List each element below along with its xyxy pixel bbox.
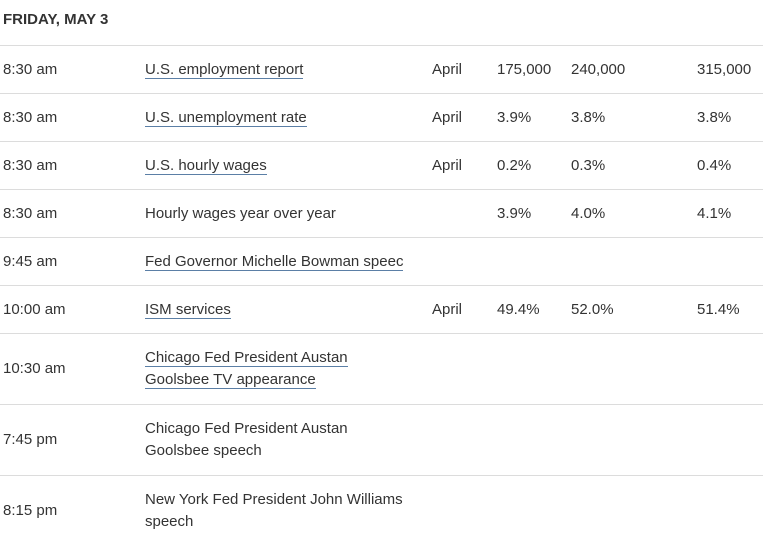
table-row: 8:15 pm New York Fed President John Will…: [0, 475, 763, 546]
event-cell: Hourly wages year over year: [145, 190, 430, 237]
forecast-cell: [571, 476, 661, 546]
actual-cell: 3.9%: [497, 108, 532, 126]
forecast-cell: 4.0%: [571, 204, 606, 222]
event-link[interactable]: U.S. hourly wages: [145, 156, 267, 175]
actual-cell: 49.4%: [497, 300, 540, 318]
event-cell: U.S. hourly wages: [145, 142, 430, 189]
time-cell: 10:00 am: [3, 300, 66, 318]
previous-cell: 4.1%: [697, 204, 732, 222]
period-cell: [432, 476, 492, 546]
table-row: 8:30 am U.S. hourly wages April 0.2% 0.3…: [0, 141, 763, 189]
time-cell: 10:30 am: [3, 360, 66, 377]
forecast-cell: 3.8%: [571, 108, 606, 126]
forecast-cell: 0.3%: [571, 156, 606, 174]
event-text: Goolsbee speech: [145, 442, 262, 459]
previous-cell: [697, 476, 763, 546]
forecast-cell: 52.0%: [571, 300, 614, 318]
table-row: 8:30 am U.S. unemployment rate April 3.9…: [0, 93, 763, 141]
table-row: 10:30 am Chicago Fed President Austan Go…: [0, 333, 763, 404]
event-cell: U.S. unemployment rate: [145, 94, 430, 141]
event-text: New York Fed President John Williams: [145, 491, 403, 508]
period-cell: [432, 238, 492, 285]
table-row: 8:30 am Hourly wages year over year 3.9%…: [0, 189, 763, 237]
event-cell: Chicago Fed President Austan Goolsbee TV…: [145, 334, 430, 404]
event-text: Hourly wages year over year: [145, 204, 336, 222]
table-row: 9:45 am Fed Governor Michelle Bowman spe…: [0, 237, 763, 285]
forecast-cell: [571, 405, 661, 475]
time-cell: 8:30 am: [3, 60, 58, 78]
period-cell: April: [432, 300, 463, 318]
actual-cell: 175,000: [497, 60, 552, 78]
event-link[interactable]: U.S. employment report: [145, 60, 304, 79]
event-cell: ISM services: [145, 286, 430, 333]
table-row: 10:00 am ISM services April 49.4% 52.0% …: [0, 285, 763, 333]
forecast-cell: [571, 238, 661, 285]
time-cell: 8:30 am: [3, 204, 58, 222]
table-row: 7:45 pm Chicago Fed President Austan Goo…: [0, 404, 763, 475]
event-link[interactable]: Fed Governor Michelle Bowman speec: [145, 252, 404, 271]
time-cell: 8:30 am: [3, 108, 58, 126]
time-cell: 7:45 pm: [3, 431, 58, 448]
period-cell: [432, 190, 492, 237]
actual-cell: [497, 405, 567, 475]
event-link[interactable]: Chicago Fed President Austan: [145, 349, 348, 367]
period-cell: [432, 405, 492, 475]
actual-cell: [497, 476, 567, 546]
event-link[interactable]: ISM services: [145, 300, 231, 319]
period-cell: April: [432, 108, 463, 126]
time-cell: 9:45 am: [3, 252, 58, 270]
economic-calendar-table: 8:30 am U.S. employment report April 175…: [0, 45, 763, 546]
forecast-cell: 240,000: [571, 60, 626, 78]
period-cell: [432, 334, 492, 404]
previous-cell: [697, 405, 763, 475]
previous-cell: 3.8%: [697, 108, 732, 126]
event-cell: U.S. employment report: [145, 46, 430, 93]
previous-cell: [697, 238, 763, 285]
time-cell: 8:15 pm: [3, 502, 58, 519]
event-cell: Chicago Fed President Austan Goolsbee sp…: [145, 405, 430, 475]
previous-cell: 51.4%: [697, 300, 740, 318]
event-text: Chicago Fed President Austan: [145, 420, 348, 437]
forecast-cell: [571, 334, 661, 404]
actual-cell: [497, 334, 567, 404]
actual-cell: 3.9%: [497, 204, 532, 222]
previous-cell: 315,000: [697, 60, 752, 78]
period-cell: April: [432, 60, 463, 78]
event-text: speech: [145, 513, 194, 530]
day-heading: FRIDAY, MAY 3: [3, 11, 109, 28]
event-link[interactable]: Goolsbee TV appearance: [145, 371, 316, 389]
period-cell: April: [432, 156, 463, 174]
event-cell: New York Fed President John Williams spe…: [145, 476, 430, 546]
actual-cell: 0.2%: [497, 156, 532, 174]
previous-cell: 0.4%: [697, 156, 732, 174]
actual-cell: [497, 238, 567, 285]
event-cell: Fed Governor Michelle Bowman speec: [145, 238, 430, 285]
event-link[interactable]: U.S. unemployment rate: [145, 108, 307, 127]
previous-cell: [697, 334, 763, 404]
table-row: 8:30 am U.S. employment report April 175…: [0, 45, 763, 93]
time-cell: 8:30 am: [3, 156, 58, 174]
